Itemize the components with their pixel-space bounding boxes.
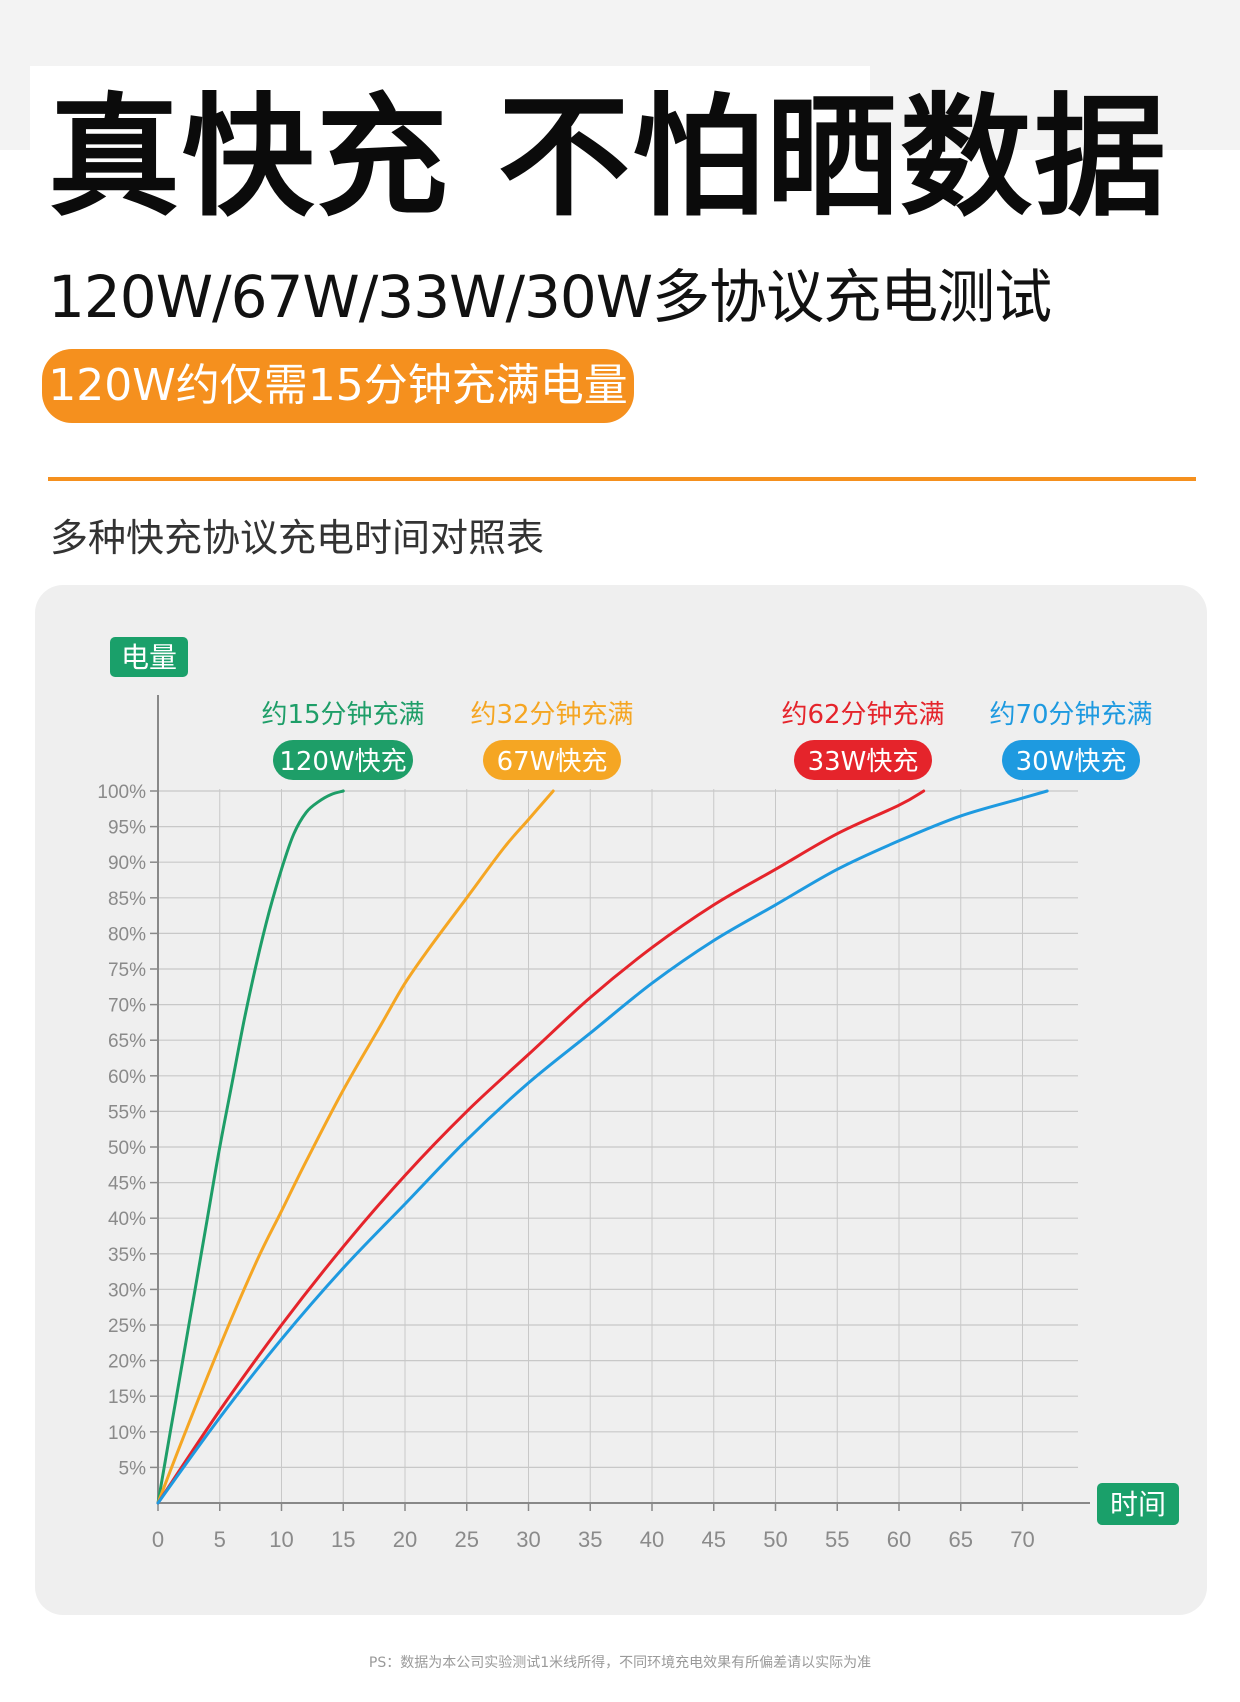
y-tick-label: 35%: [108, 1245, 146, 1266]
y-tick-label: 70%: [108, 996, 146, 1017]
series-badge-bg: [794, 740, 932, 780]
y-tick-label: 10%: [108, 1423, 146, 1444]
x-tick-label: 70: [1010, 1527, 1034, 1552]
series-annotation: 约62分钟充满: [781, 700, 944, 730]
chart-title: 多种快充协议充电时间对照表: [50, 516, 545, 560]
x-axis-label: 时间: [1110, 1488, 1166, 1521]
y-axis-label-bg: [110, 637, 188, 677]
headline: 真快充 不怕晒数据: [48, 81, 1168, 235]
series-line-2: [156, 789, 555, 1505]
x-tick-label: 45: [702, 1527, 726, 1552]
y-tick-label: 65%: [108, 1031, 146, 1052]
x-tick-label: 10: [269, 1527, 293, 1552]
y-tick-label: 100%: [97, 782, 146, 803]
y-tick-label: 80%: [108, 924, 146, 945]
charging-chart: 0 5 10 15 20 25 30 35 40 45 50 55 60 65 70 5% 10% 15% 20% 2…: [97, 637, 1179, 1552]
x-tick-label: 65: [949, 1527, 973, 1552]
series-annotation: 约32分钟充满: [470, 700, 633, 730]
y-tick-label: 75%: [108, 960, 146, 981]
x-tick-label: 0: [152, 1527, 164, 1552]
y-tick-label: 45%: [108, 1174, 146, 1195]
x-tick-label: 55: [825, 1527, 849, 1552]
y-tick-label: 40%: [108, 1209, 146, 1230]
y-tick-label: 95%: [108, 818, 146, 839]
x-tick-label: 25: [455, 1527, 479, 1552]
chart-series: [156, 789, 1049, 1505]
series-line-4: [156, 789, 1049, 1505]
series-line-3: [156, 789, 926, 1505]
y-tick-label: 55%: [108, 1102, 146, 1123]
y-tick-label: 85%: [108, 889, 146, 910]
series-badge-bg: [273, 740, 413, 780]
y-tick-label: 5%: [119, 1458, 147, 1479]
series-badge-bg: [483, 740, 621, 780]
series-badge-label: 120W快充: [279, 747, 406, 777]
series-badge-label: 33W快充: [808, 747, 919, 777]
series-line-1: [156, 789, 345, 1505]
series-badge-bg: [1002, 740, 1140, 780]
series-badge-label: 67W快充: [497, 747, 608, 777]
headline-backdrop: [30, 66, 870, 166]
x-axis-label-bg: [1097, 1483, 1179, 1525]
y-axis-label: 电量: [121, 641, 177, 674]
chart-ticks: 0 5 10 15 20 25 30 35 40 45 50 55 60 65 70 5% 10% 15% 20% 2…: [97, 782, 1034, 1552]
subtitle: 120W/67W/33W/30W多协议充电测试: [48, 263, 1052, 331]
series-annotation: 约70分钟充满: [989, 700, 1152, 730]
x-tick-label: 50: [763, 1527, 787, 1552]
y-tick-label: 50%: [108, 1138, 146, 1159]
chart-axes: [157, 695, 1090, 1504]
y-tick-label: 90%: [108, 853, 146, 874]
x-tick-label: 15: [331, 1527, 355, 1552]
chart-grid: [158, 789, 1078, 1503]
y-tick-label: 15%: [108, 1387, 146, 1408]
x-tick-label: 35: [578, 1527, 602, 1552]
x-tick-label: 20: [393, 1527, 417, 1552]
chart-panel: 0 5 10 15 20 25 30 35 40 45 50 55 60 65 70 5% 10% 15% 20% 2…: [35, 585, 1207, 1615]
highlight-pill: 120W约仅需15分钟充满电量: [42, 349, 634, 423]
y-tick-label: 20%: [108, 1352, 146, 1373]
x-tick-label: 60: [887, 1527, 911, 1552]
x-tick-label: 40: [640, 1527, 664, 1552]
y-tick-label: 60%: [108, 1067, 146, 1088]
y-tick-label: 30%: [108, 1280, 146, 1301]
x-tick-label: 30: [516, 1527, 540, 1552]
divider-line: [48, 477, 1196, 481]
series-badge-label: 30W快充: [1016, 747, 1127, 777]
y-tick-label: 25%: [108, 1316, 146, 1337]
footnote: PS：数据为本公司实验测试1米线所得，不同环境充电效果有所偏差请以实际为准: [368, 1655, 872, 1671]
x-tick-label: 5: [214, 1527, 226, 1552]
series-annotation: 约15分钟充满: [261, 700, 424, 730]
